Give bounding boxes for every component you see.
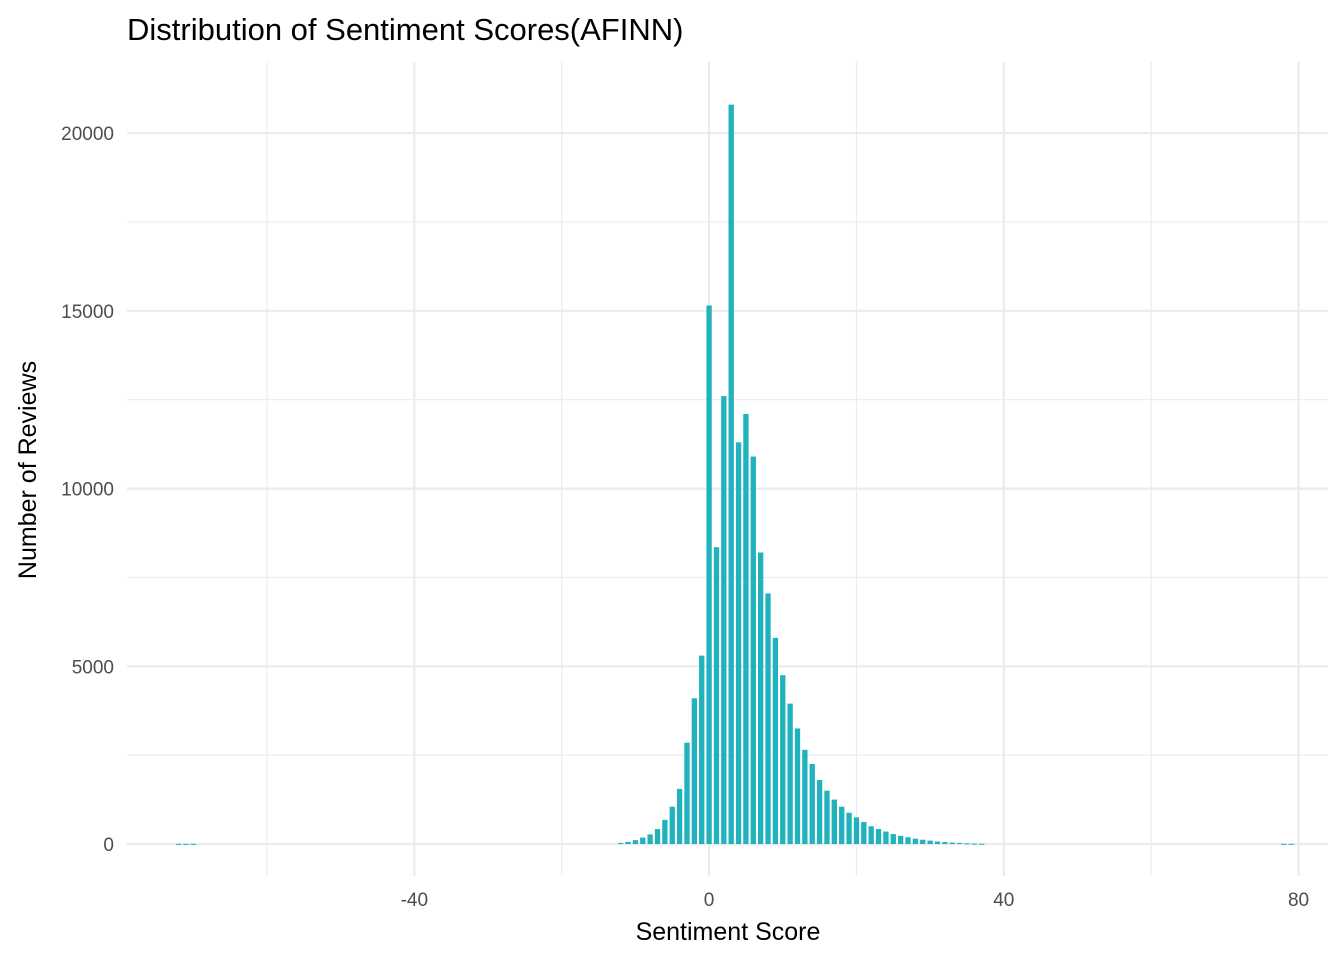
histogram-bar (875, 829, 882, 845)
histogram-bar (618, 842, 624, 845)
y-tick-label: 10000 (61, 480, 114, 501)
histogram-bar (625, 841, 631, 845)
histogram-bar (713, 547, 720, 845)
histogram-bar (802, 749, 808, 845)
chart-title: Distribution of Sentiment Scores(AFINN) (127, 12, 683, 47)
histogram-bar (190, 843, 196, 845)
histogram-bar (927, 840, 933, 845)
histogram-bar (839, 806, 845, 845)
histogram-bar (905, 837, 911, 845)
histogram-bar (846, 812, 852, 845)
histogram-bar (942, 842, 948, 845)
histogram-bar (765, 593, 771, 845)
histogram-bar (979, 843, 985, 845)
histogram-bar (758, 552, 764, 845)
histogram-bar (861, 821, 867, 845)
histogram-bar (956, 842, 963, 845)
tick-labels: -40 0 40 80 0 5000 10000 15000 20000 (61, 124, 1309, 911)
x-tick-label: 80 (1288, 890, 1309, 911)
histogram-bar (632, 840, 639, 845)
histogram-bar (772, 637, 779, 845)
grid (127, 62, 1328, 876)
bars (175, 104, 1294, 845)
histogram-bar (662, 819, 668, 845)
histogram-bar (640, 837, 646, 845)
x-axis-title: Sentiment Score (636, 918, 821, 946)
histogram-bar (964, 843, 970, 845)
histogram-bar (684, 742, 690, 845)
histogram-bar (1288, 843, 1294, 845)
histogram-bar (794, 728, 801, 844)
histogram-bar (743, 413, 749, 844)
histogram-bar (721, 396, 727, 845)
histogram-bar (669, 806, 675, 845)
histogram-bar (831, 799, 837, 845)
histogram-bar (1281, 843, 1287, 845)
histogram-bar (883, 831, 889, 845)
histogram-bar (912, 838, 919, 845)
histogram-bar (183, 843, 189, 845)
histogram-bar (647, 834, 653, 845)
histogram-bar (971, 843, 977, 845)
y-axis-title: Number of Reviews (14, 361, 42, 579)
histogram-bar (728, 104, 734, 845)
histogram-bar (853, 817, 860, 845)
histogram-bar (735, 442, 742, 845)
y-tick-label: 0 (103, 835, 114, 856)
histogram-bar (890, 834, 896, 845)
histogram-bar (816, 780, 823, 845)
histogram-bar (780, 675, 786, 845)
histogram-bar (676, 788, 683, 845)
histogram-bar (750, 456, 756, 845)
histogram-bar (898, 835, 904, 845)
y-tick-label: 5000 (72, 657, 114, 678)
histogram-bar (949, 842, 955, 845)
histogram-bar (706, 305, 712, 845)
histogram-bar (809, 764, 815, 845)
histogram-bar (920, 839, 926, 845)
histogram-bar (691, 698, 697, 845)
x-tick-label: -40 (401, 890, 428, 911)
histogram-bar (934, 841, 941, 845)
histogram-bar (654, 829, 661, 845)
histogram-bar (175, 843, 182, 845)
histogram-bar (824, 790, 830, 845)
y-tick-label: 15000 (61, 302, 114, 323)
histogram-bar (787, 703, 793, 845)
histogram-bar (868, 826, 874, 845)
histogram-bar (699, 655, 705, 845)
x-tick-label: 40 (993, 890, 1014, 911)
y-tick-label: 20000 (61, 124, 114, 145)
x-tick-label: 0 (704, 890, 715, 911)
